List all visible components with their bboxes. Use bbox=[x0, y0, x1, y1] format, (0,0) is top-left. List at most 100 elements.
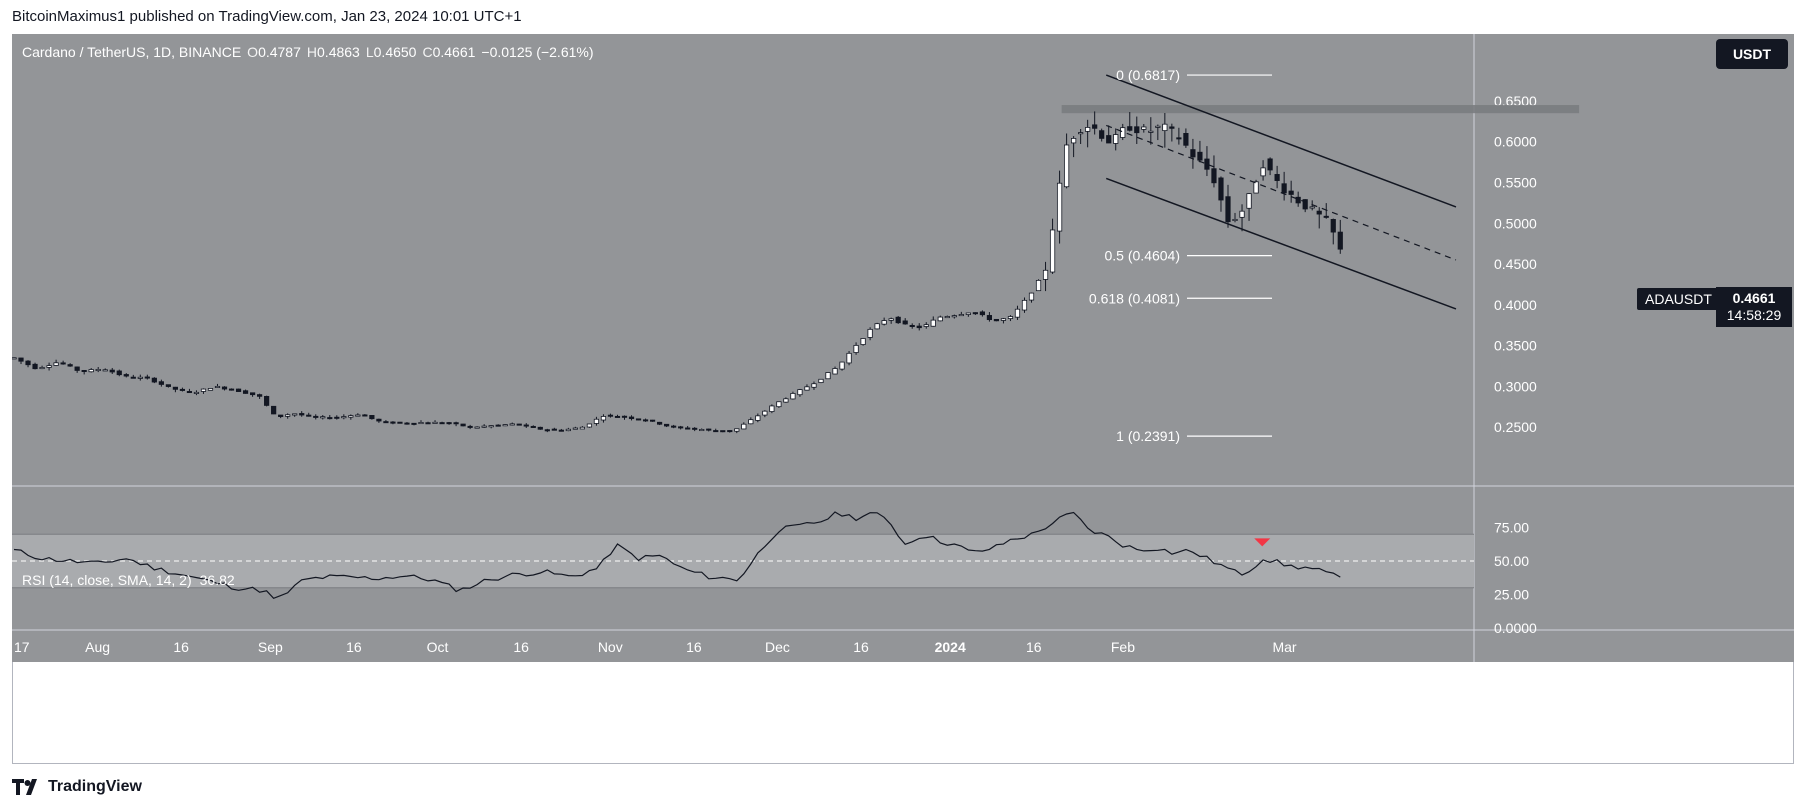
candle-body bbox=[306, 414, 312, 417]
bar-countdown: 14:58:29 bbox=[1726, 307, 1782, 323]
candle-body bbox=[348, 415, 354, 418]
candle-body bbox=[207, 388, 214, 391]
candle bbox=[902, 318, 908, 325]
candle-body bbox=[635, 418, 642, 421]
candle bbox=[1007, 315, 1014, 322]
candle bbox=[783, 397, 789, 403]
candle-body bbox=[1218, 177, 1224, 201]
currency-button[interactable]: USDT bbox=[1716, 39, 1788, 69]
fib-level-label: 0.5 (0.4604) bbox=[1105, 248, 1181, 264]
candle-body bbox=[320, 416, 326, 419]
candle-body bbox=[481, 425, 487, 428]
candle-body bbox=[572, 427, 578, 430]
candle-body bbox=[509, 423, 515, 426]
candle bbox=[1092, 111, 1098, 135]
candle bbox=[867, 327, 873, 341]
chart-canvas[interactable]: 0.6500 0.6000 0.5500 0.5000 0.4500 0.4000 0.35… bbox=[12, 34, 1794, 764]
price-tick-label: 0.6500 bbox=[1494, 93, 1537, 109]
candle-body bbox=[1295, 196, 1301, 204]
rsi-label[interactable]: RSI (14, close, SMA, 14, 2) bbox=[22, 572, 192, 588]
candle-body bbox=[102, 369, 108, 372]
price-tick-label: 0.2500 bbox=[1494, 419, 1537, 435]
candle-body bbox=[523, 424, 529, 427]
time-tick-label: Sep bbox=[258, 639, 283, 655]
candle bbox=[88, 368, 94, 373]
candle-body bbox=[937, 316, 943, 322]
candle-body bbox=[853, 344, 859, 353]
candle-body bbox=[1176, 137, 1182, 140]
candle bbox=[95, 367, 101, 373]
candle-body bbox=[804, 386, 810, 391]
candle bbox=[1049, 218, 1056, 274]
candle-body bbox=[1021, 299, 1028, 311]
candle-body bbox=[1246, 193, 1252, 209]
candle bbox=[1253, 179, 1259, 194]
candle bbox=[993, 318, 1000, 322]
candle-body bbox=[656, 421, 663, 425]
rsi-tick-label: 50.00 bbox=[1494, 553, 1529, 569]
candle-body bbox=[1169, 126, 1175, 129]
candle bbox=[313, 414, 319, 420]
candle bbox=[572, 426, 578, 430]
candle-body bbox=[776, 401, 782, 408]
candle bbox=[1063, 133, 1070, 189]
candle bbox=[53, 359, 59, 367]
candle bbox=[425, 421, 431, 425]
candle bbox=[1120, 123, 1126, 141]
candle bbox=[186, 388, 193, 394]
candle bbox=[418, 420, 424, 425]
candle bbox=[699, 428, 705, 432]
candle bbox=[1190, 138, 1196, 169]
candle bbox=[1021, 297, 1028, 313]
candle-body bbox=[327, 417, 333, 420]
candle-body bbox=[109, 369, 115, 373]
candle-body bbox=[502, 424, 508, 427]
candle bbox=[12, 357, 17, 360]
candle-body bbox=[186, 391, 193, 394]
candle-body bbox=[993, 318, 1000, 322]
candle bbox=[257, 393, 263, 399]
candle-body bbox=[958, 314, 964, 317]
candle bbox=[635, 418, 642, 421]
candle bbox=[439, 421, 445, 425]
candle bbox=[1267, 157, 1273, 176]
candle-body bbox=[1267, 158, 1273, 171]
candle-body bbox=[25, 360, 31, 366]
candle bbox=[762, 410, 768, 418]
footer-brand[interactable]: TradingView bbox=[12, 778, 142, 796]
candle-body bbox=[1288, 190, 1294, 195]
candle bbox=[1176, 127, 1182, 145]
rsi-legend: RSI (14, close, SMA, 14, 2) 36.82 bbox=[22, 572, 235, 588]
candle-body bbox=[130, 376, 136, 379]
candle-body bbox=[720, 430, 726, 433]
symbol-title[interactable]: Cardano / TetherUS, 1D, BINANCE bbox=[22, 44, 242, 60]
candle bbox=[151, 377, 157, 384]
candle bbox=[292, 413, 298, 417]
candle bbox=[909, 323, 915, 329]
candle bbox=[1295, 191, 1301, 207]
candle-body bbox=[95, 368, 101, 371]
candle bbox=[264, 395, 270, 407]
close-value: 0.4661 bbox=[432, 44, 476, 60]
candle-body bbox=[909, 324, 915, 327]
candle-body bbox=[390, 421, 396, 424]
candle-body bbox=[1274, 174, 1280, 181]
candle-body bbox=[951, 315, 957, 318]
candle-body bbox=[158, 381, 164, 385]
candle bbox=[727, 430, 733, 433]
tradingview-logo-icon bbox=[12, 779, 37, 795]
candle bbox=[25, 360, 31, 368]
candle bbox=[1035, 279, 1042, 292]
candle bbox=[614, 414, 621, 418]
candle bbox=[979, 310, 985, 317]
candle-body bbox=[1323, 215, 1329, 218]
high-label: H bbox=[306, 44, 318, 60]
candle-body bbox=[1141, 126, 1147, 130]
candle-body bbox=[965, 312, 971, 315]
candle-body bbox=[734, 428, 740, 432]
candle-body bbox=[986, 315, 993, 321]
fib-level-label: 0 (0.6817) bbox=[1116, 67, 1180, 83]
candle bbox=[1042, 261, 1049, 292]
candle-body bbox=[1049, 229, 1056, 273]
fib-level-label: 0.618 (0.4081) bbox=[1089, 290, 1180, 306]
